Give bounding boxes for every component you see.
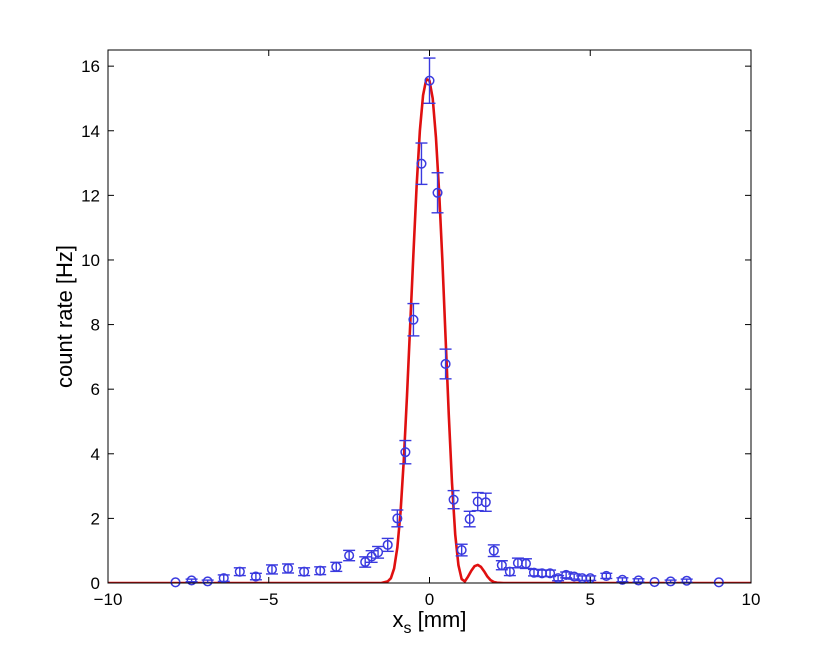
data-point (439, 348, 452, 380)
point-marker (315, 565, 326, 576)
data-point (365, 549, 378, 564)
point-marker (545, 568, 556, 579)
point-marker (202, 576, 213, 587)
y-tick-label: 14 (81, 122, 100, 141)
data-point (680, 575, 693, 586)
x-axis-label-main: x (393, 607, 404, 632)
point-marker (416, 158, 427, 169)
point-marker (456, 545, 467, 556)
data-point (298, 566, 311, 577)
point-marker (186, 575, 197, 586)
data-point (343, 549, 356, 562)
data-point (249, 571, 262, 582)
y-tick-label: 2 (91, 509, 100, 528)
point-marker (665, 576, 676, 587)
y-tick-label: 12 (81, 186, 100, 205)
data-point (415, 142, 428, 186)
data-point (314, 565, 327, 576)
x-tick-label: −5 (259, 590, 278, 609)
x-tick-label: −10 (94, 590, 123, 609)
axis-ticks: −10 −5 0 5 10 0 2 4 6 8 10 12 14 16 (81, 50, 760, 609)
point-marker (170, 577, 181, 588)
data-point (431, 172, 444, 214)
data-point (519, 558, 532, 570)
y-axis-label: count rate [Hz] (52, 245, 77, 388)
point-marker (392, 513, 403, 524)
y-tick-label: 0 (91, 574, 100, 593)
data-point (447, 489, 460, 510)
point-marker (496, 560, 507, 571)
point-marker (382, 539, 393, 550)
data-point (282, 563, 295, 574)
point-marker (218, 573, 229, 584)
point-marker (299, 566, 310, 577)
point-marker (681, 575, 692, 586)
point-marker (601, 570, 612, 581)
data-point (391, 509, 404, 528)
model-curve-line (108, 77, 751, 583)
point-marker (448, 494, 459, 505)
y-tick-label: 10 (81, 251, 100, 270)
point-marker (488, 545, 499, 556)
y-tick-label: 6 (91, 380, 100, 399)
point-marker (713, 577, 724, 588)
point-marker (432, 187, 443, 198)
point-marker (424, 75, 435, 86)
y-tick-label: 4 (91, 445, 100, 464)
data-point (217, 573, 230, 584)
point-marker (373, 547, 384, 558)
data-point (479, 492, 492, 512)
x-tick-label: 0 (425, 590, 434, 609)
y-tick-label: 8 (91, 316, 100, 335)
data-point (632, 575, 645, 586)
point-marker (480, 497, 491, 508)
point-marker (649, 576, 660, 588)
data-points-layer (170, 57, 724, 588)
x-axis-label-subscript: s (404, 620, 412, 637)
point-marker (520, 558, 532, 569)
x-tick-label: 10 (742, 590, 761, 609)
data-point (233, 566, 246, 577)
point-marker (344, 550, 355, 561)
point-marker (504, 566, 515, 577)
data-point (399, 439, 412, 465)
point-marker (464, 513, 475, 525)
point-marker (282, 563, 294, 574)
point-marker (400, 447, 411, 458)
data-point (372, 545, 385, 559)
model-curve-layer (108, 77, 751, 583)
data-point (616, 574, 629, 585)
x-tick-label: 5 (586, 590, 595, 609)
data-point (185, 575, 198, 586)
data-point (455, 543, 468, 557)
y-tick-label: 16 (81, 57, 100, 76)
point-marker (234, 566, 245, 577)
data-point (170, 577, 181, 588)
data-point (330, 561, 343, 573)
data-point (600, 570, 613, 581)
data-point (265, 564, 278, 575)
point-marker (440, 358, 451, 370)
data-point (487, 544, 500, 558)
point-marker (633, 575, 644, 586)
x-axis-label: xs [mm] (393, 607, 467, 637)
point-marker (266, 564, 278, 575)
data-point (649, 576, 660, 588)
data-point (713, 577, 724, 588)
data-point (407, 302, 420, 337)
point-marker (250, 571, 261, 582)
point-marker (617, 574, 628, 585)
point-marker (331, 561, 342, 572)
data-point (423, 57, 436, 105)
x-axis-label-unit: [mm] (412, 607, 467, 632)
point-marker (408, 314, 419, 325)
data-point (381, 537, 394, 553)
